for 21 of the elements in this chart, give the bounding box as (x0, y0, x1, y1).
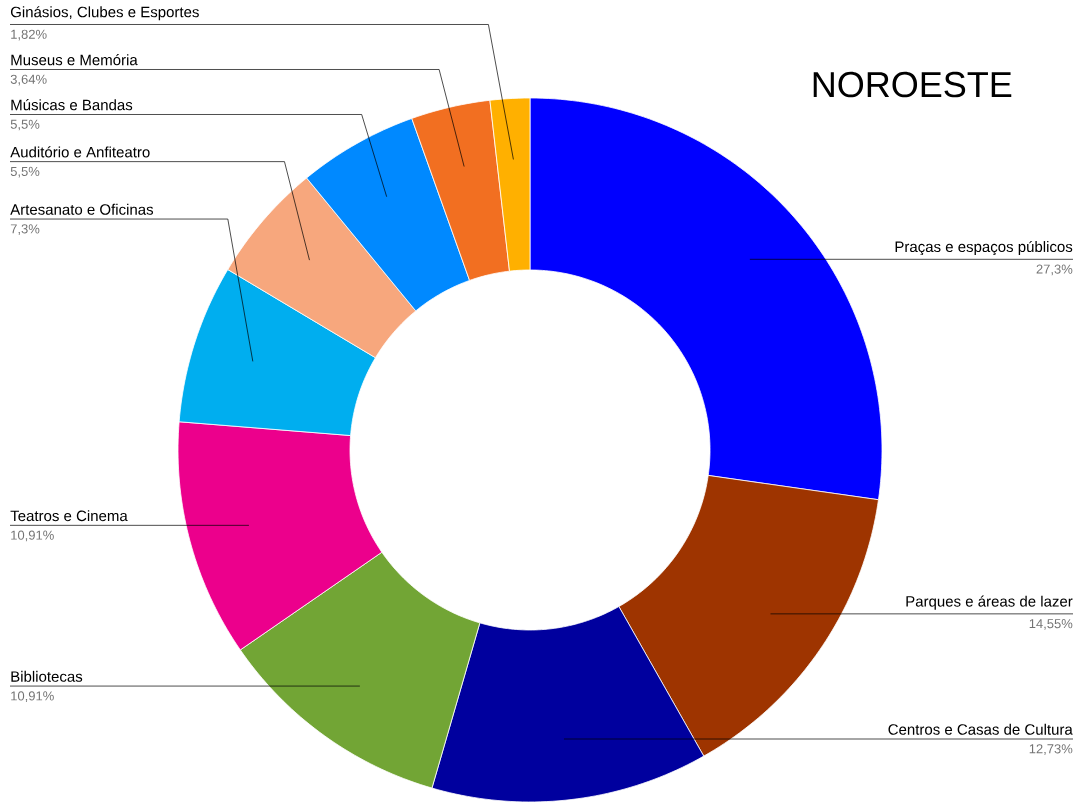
slice-label: Auditório e Anfiteatro (10, 146, 150, 158)
slice-label: Músicas e Bandas (11, 98, 133, 111)
slice-label: Parques e áreas de lazer (906, 595, 1073, 610)
data-label: 5,5% (10, 166, 40, 178)
text: NOROESTE (813, 71, 1012, 98)
slice-label: Museus e Memória (11, 53, 138, 66)
data-label: 14,55% (1029, 618, 1073, 630)
slice-label: Ginásios, Clubes e Esportes (10, 5, 199, 21)
slice-label: Bibliotecas (11, 670, 83, 682)
slice-label: Teatros e Cinema (10, 509, 128, 521)
data-label: 12,73% (1029, 744, 1073, 755)
data-label: 1,82% (11, 29, 47, 41)
data-label: 5,5% (10, 119, 40, 131)
slice-label: Praças e espaços públicos (895, 240, 1073, 255)
slice-label: Artesanato e Oficinas (10, 203, 154, 215)
data-label: 10,91% (11, 530, 54, 542)
slice-label: Centros e Casas de Cultura (888, 723, 1073, 735)
data-label: 3,64% (10, 74, 47, 86)
data-label: 7,3% (10, 224, 40, 235)
data-label: 27,3% (1036, 264, 1073, 276)
data-label: 10,91% (11, 691, 54, 702)
